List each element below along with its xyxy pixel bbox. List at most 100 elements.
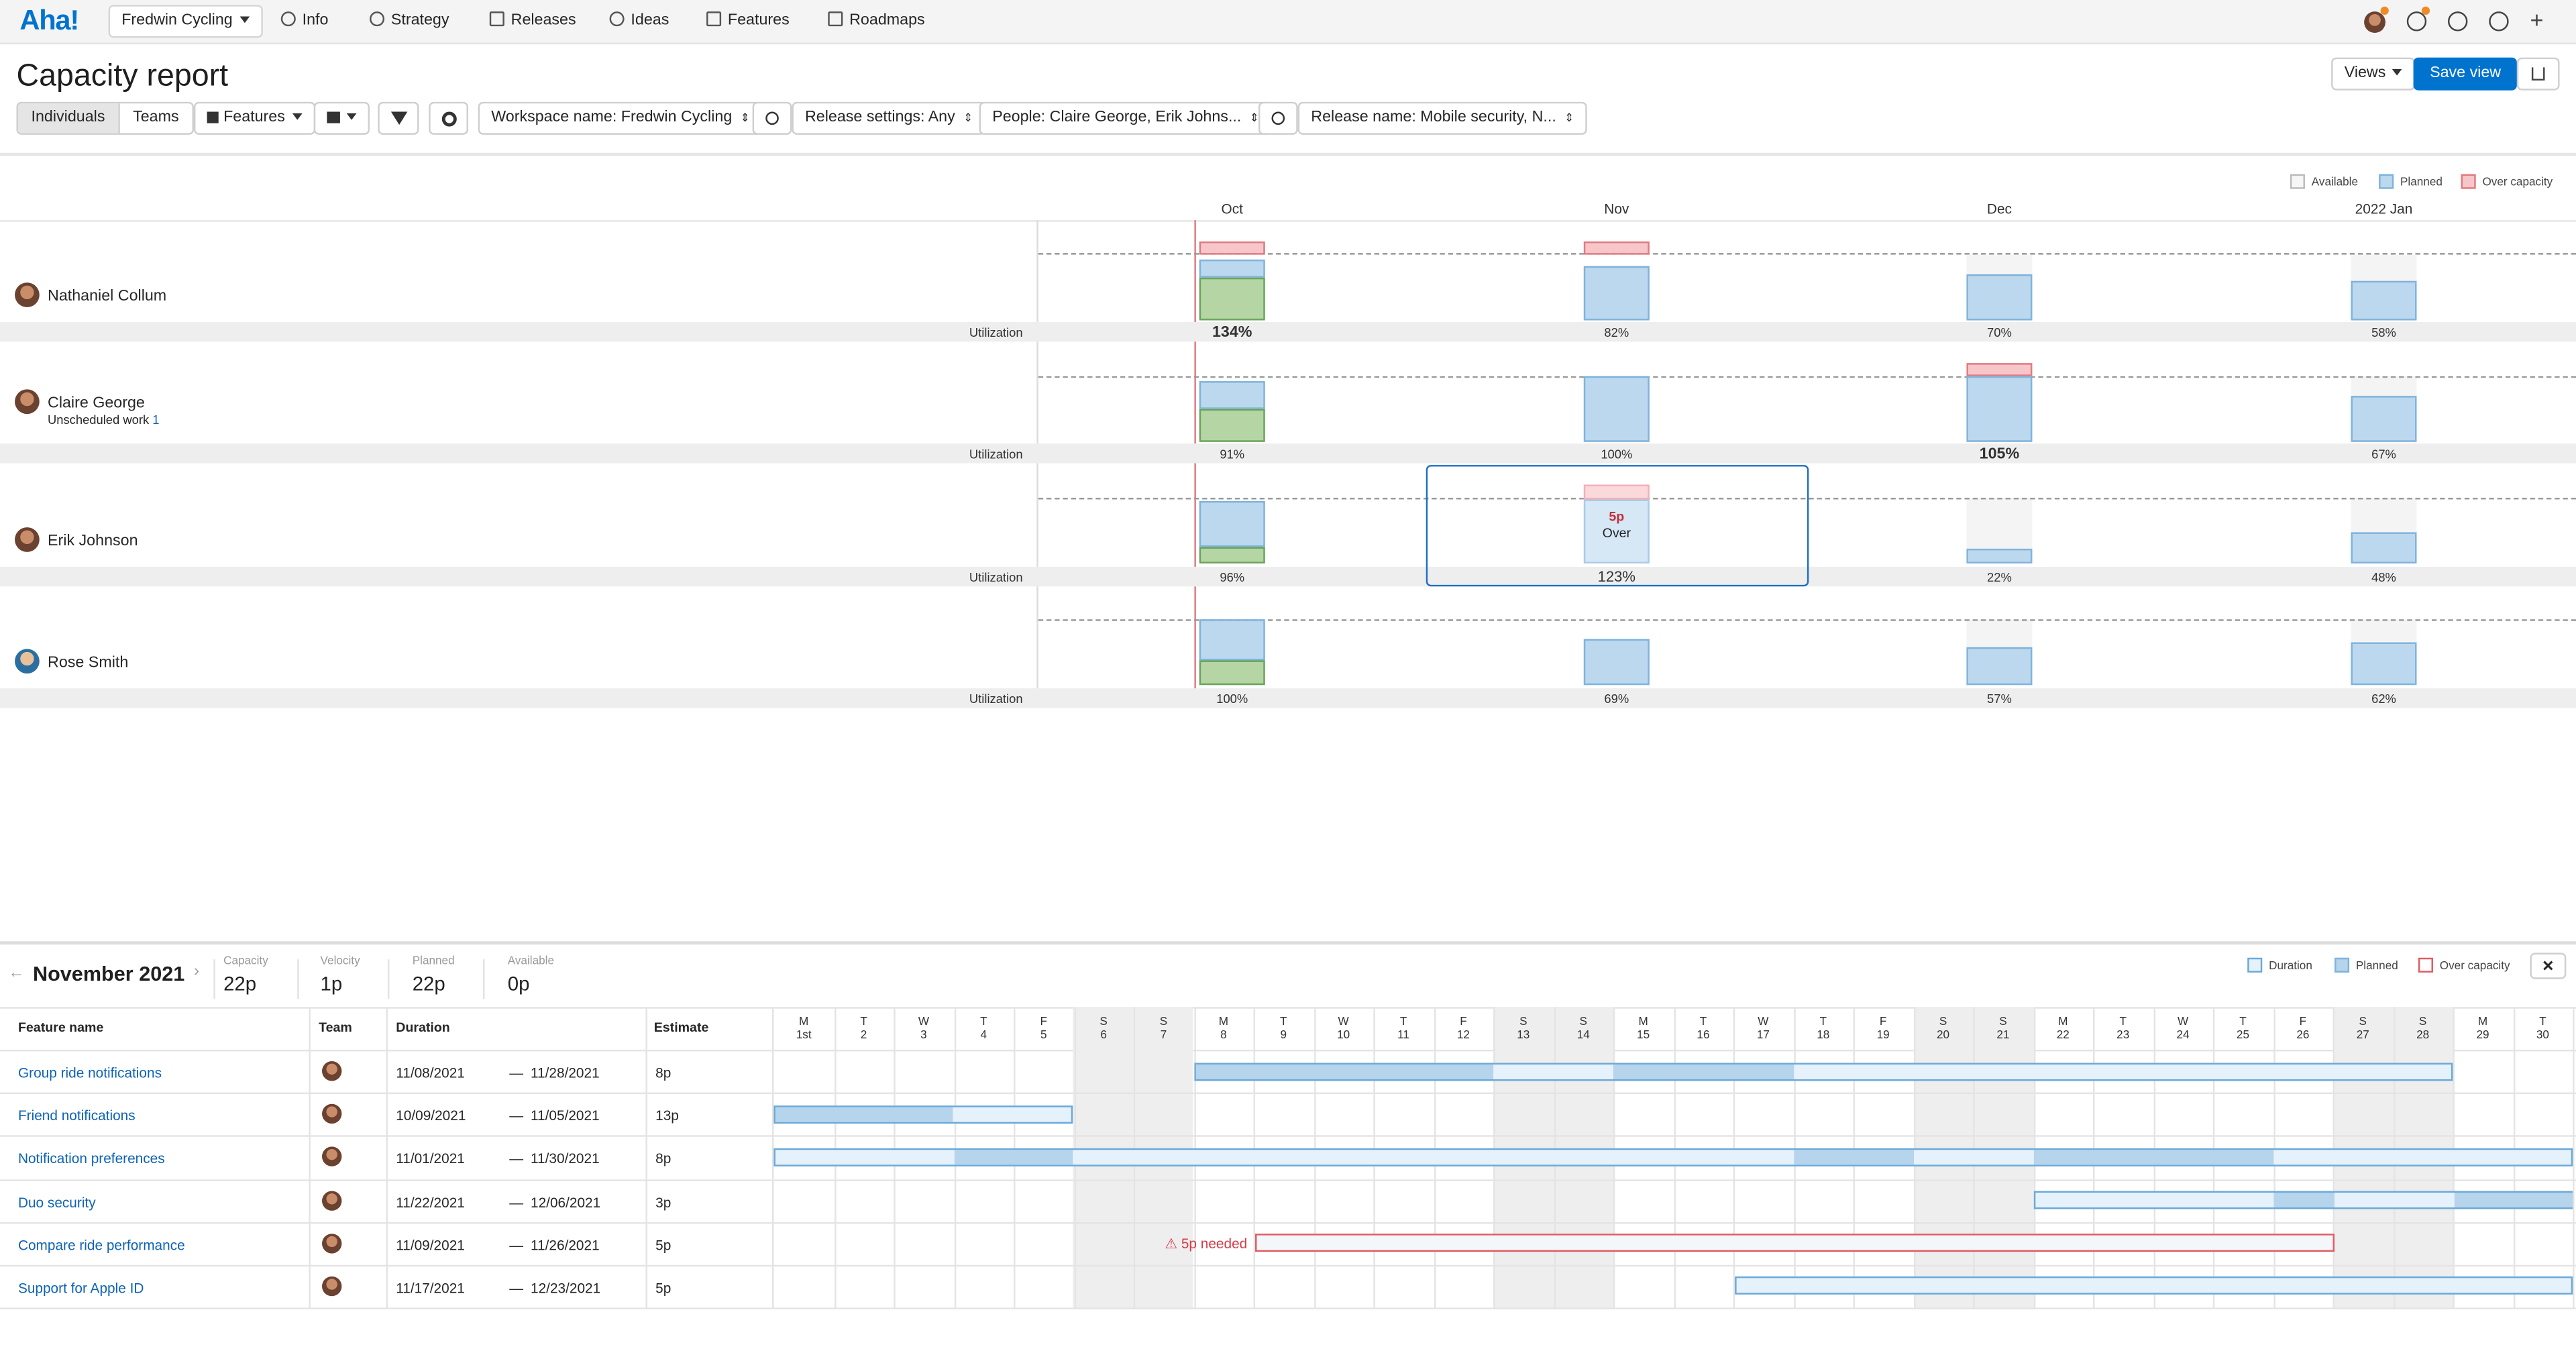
over-capacity-bar[interactable] — [1199, 241, 1265, 255]
calendar-dropdown[interactable] — [313, 101, 370, 135]
team-avatar[interactable] — [322, 1233, 342, 1254]
nav-releases[interactable]: Releases — [489, 11, 576, 30]
over-capacity-bar[interactable] — [1255, 1234, 2335, 1252]
people-filter[interactable]: People: Claire George, Erik Johns... ⇕ — [979, 101, 1273, 135]
estimate-value[interactable]: 3p — [655, 1193, 672, 1210]
team-avatar[interactable] — [322, 1276, 342, 1297]
team-avatar[interactable] — [322, 1104, 342, 1124]
nav-roadmaps[interactable]: Roadmaps — [828, 11, 925, 30]
duration-end[interactable]: 12/06/2021 — [531, 1193, 601, 1210]
release-settings-clear[interactable] — [752, 101, 792, 135]
duration-end[interactable]: 11/28/2021 — [531, 1064, 600, 1081]
user-avatar[interactable] — [2364, 11, 2385, 33]
add-icon[interactable]: + — [2530, 6, 2544, 33]
settings-gear-icon[interactable] — [2406, 11, 2427, 32]
feature-name-link[interactable]: Compare ride performance — [17, 1236, 185, 1254]
completed-bar[interactable] — [1199, 409, 1265, 442]
duration-end[interactable]: 11/05/2021 — [531, 1107, 600, 1124]
utilization-value: 70% — [1987, 325, 2012, 340]
selected-month-cell[interactable] — [1426, 465, 1809, 587]
next-month-arrow[interactable]: › — [193, 963, 200, 981]
person-erik-johnson[interactable]: Erik Johnson — [15, 527, 138, 552]
header-feature-name[interactable]: Feature name — [17, 1020, 104, 1035]
planned-bar[interactable] — [2351, 642, 2417, 686]
estimate-value[interactable]: 8p — [655, 1064, 672, 1081]
completed-bar[interactable] — [1199, 547, 1265, 564]
duration-end[interactable]: 11/26/2021 — [531, 1236, 600, 1254]
estimate-value[interactable]: 5p — [655, 1279, 672, 1297]
planned-bar[interactable] — [1199, 500, 1265, 547]
planned-bar[interactable] — [1583, 266, 1650, 321]
planned-bar[interactable] — [1966, 548, 2033, 564]
planned-bar[interactable] — [1199, 381, 1265, 409]
feature-name-link[interactable]: Notification preferences — [17, 1150, 165, 1167]
planned-bar[interactable] — [1583, 639, 1650, 686]
over-capacity-bar[interactable] — [1583, 484, 1650, 500]
feature-name-link[interactable]: Support for Apple ID — [17, 1279, 144, 1297]
aha-logo[interactable]: Aha! — [19, 5, 79, 36]
duration-start[interactable]: 11/01/2021 — [396, 1150, 465, 1167]
unscheduled-count[interactable]: 1 — [152, 412, 160, 427]
teams-tab[interactable]: Teams — [118, 103, 192, 133]
workspace-filter[interactable]: Workspace name: Fredwin Cycling ⇕ — [478, 101, 763, 135]
planned-bar[interactable] — [1966, 274, 2033, 321]
planned-bar[interactable] — [2351, 532, 2417, 564]
settings-button[interactable] — [429, 101, 468, 135]
planned-bar[interactable] — [1199, 619, 1265, 661]
duration-start[interactable]: 11/22/2021 — [396, 1193, 465, 1210]
unscheduled-work[interactable]: Unscheduled work 1 — [48, 413, 159, 427]
export-button[interactable] — [2516, 57, 2560, 91]
release-name-clear[interactable] — [1258, 101, 1298, 135]
person-claire-george[interactable]: Claire George — [15, 389, 145, 415]
header-duration[interactable]: Duration — [396, 1020, 450, 1035]
planned-bar[interactable] — [2351, 396, 2417, 442]
over-capacity-bar[interactable] — [1966, 363, 2033, 376]
features-dropdown[interactable]: Features — [193, 101, 315, 135]
header-estimate[interactable]: Estimate — [653, 1020, 709, 1035]
workspace-switcher[interactable]: Fredwin Cycling — [108, 5, 262, 38]
duration-end[interactable]: 11/30/2021 — [531, 1150, 600, 1167]
planned-bar[interactable] — [1966, 647, 2033, 686]
day-letter: S — [2359, 1016, 2367, 1029]
help-icon[interactable] — [2448, 11, 2468, 32]
header-team[interactable]: Team — [319, 1020, 352, 1035]
nav-features[interactable]: Features — [706, 11, 790, 30]
team-avatar[interactable] — [322, 1061, 342, 1081]
duration-end[interactable]: 12/23/2021 — [531, 1279, 601, 1297]
nav-ideas[interactable]: Ideas — [609, 11, 669, 30]
planned-bar[interactable] — [1583, 376, 1650, 442]
duration-start[interactable]: 11/09/2021 — [396, 1236, 465, 1254]
team-avatar[interactable] — [322, 1190, 342, 1210]
estimate-value[interactable]: 13p — [655, 1107, 679, 1124]
feature-name-link[interactable]: Friend notifications — [17, 1107, 136, 1124]
nav-info[interactable]: Info — [280, 11, 328, 30]
release-name-filter[interactable]: Release name: Mobile security, N... ⇕ — [1297, 101, 1588, 135]
planned-bar[interactable] — [1583, 499, 1650, 564]
person-rose-smith[interactable]: Rose Smith — [15, 649, 128, 674]
completed-bar[interactable] — [1199, 277, 1265, 321]
feature-name-link[interactable]: Duo security — [17, 1193, 96, 1210]
over-capacity-bar[interactable] — [1583, 241, 1650, 255]
person-nathaniel-collum[interactable]: Nathaniel Collum — [15, 282, 166, 307]
completed-bar[interactable] — [1199, 660, 1265, 686]
individuals-tab[interactable]: Individuals — [17, 103, 119, 133]
save-view-button[interactable]: Save view — [2413, 57, 2518, 91]
prev-month-arrow[interactable]: ← — [8, 964, 25, 983]
planned-bar[interactable] — [1199, 259, 1265, 278]
release-settings-filter[interactable]: Release settings: Any ⇕ — [792, 101, 986, 135]
planned-bar[interactable] — [1966, 376, 2033, 442]
team-avatar[interactable] — [322, 1147, 342, 1167]
search-icon[interactable] — [2489, 11, 2509, 32]
filter-button[interactable] — [378, 101, 419, 135]
estimate-value[interactable]: 5p — [655, 1236, 672, 1254]
close-panel-button[interactable]: ✕ — [2530, 953, 2567, 979]
duration-start[interactable]: 11/08/2021 — [396, 1064, 465, 1081]
planned-bar[interactable] — [2351, 280, 2417, 321]
estimate-value[interactable]: 8p — [655, 1150, 672, 1167]
duration-bar[interactable] — [1735, 1276, 2573, 1295]
views-button[interactable]: Views — [2331, 57, 2416, 91]
feature-name-link[interactable]: Group ride notifications — [17, 1064, 162, 1081]
duration-start[interactable]: 10/09/2021 — [396, 1107, 466, 1124]
duration-start[interactable]: 11/17/2021 — [396, 1279, 465, 1297]
nav-strategy[interactable]: Strategy — [370, 11, 449, 30]
